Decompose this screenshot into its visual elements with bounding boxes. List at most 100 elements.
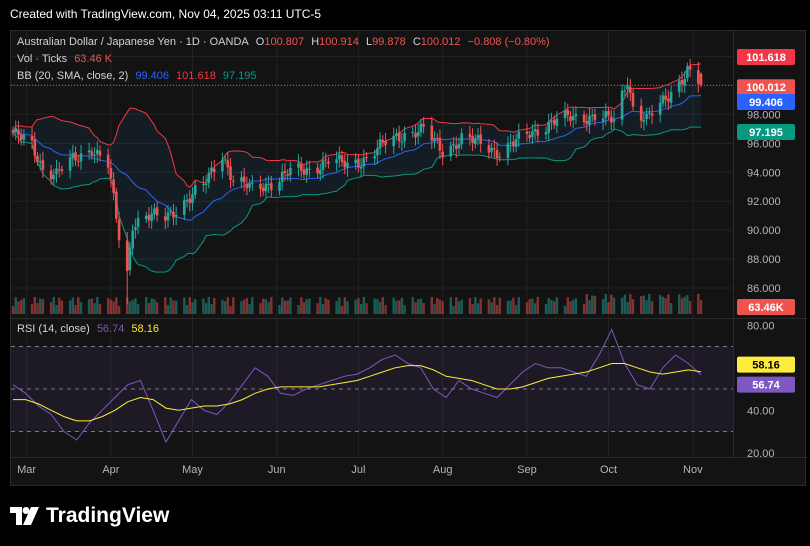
volume-bar bbox=[300, 297, 303, 314]
volume-bar bbox=[669, 303, 673, 314]
candle-body bbox=[645, 113, 648, 120]
candle-body bbox=[112, 179, 115, 193]
chart-frame[interactable]: 86.000 88.000 90.000 92.000 94.000 96.000 98.0… bbox=[10, 30, 807, 487]
candle-body bbox=[588, 115, 591, 125]
volume-bar bbox=[517, 297, 520, 314]
volume-bar bbox=[588, 300, 591, 314]
volume-bar bbox=[145, 297, 148, 314]
candle-body bbox=[242, 176, 246, 183]
volume-bar bbox=[166, 305, 170, 314]
volume-bar bbox=[457, 301, 461, 314]
candle-body bbox=[395, 133, 398, 136]
candle-body bbox=[604, 111, 608, 118]
volume-bar bbox=[607, 302, 610, 314]
badge-rsi-ma-bg bbox=[737, 356, 795, 373]
volume-bar bbox=[490, 302, 493, 314]
volume-bar bbox=[117, 306, 121, 314]
candle-body bbox=[319, 170, 322, 175]
tradingview-logo[interactable]: TradingView bbox=[10, 504, 169, 528]
candle-body bbox=[109, 167, 113, 179]
bollinger-label: BB (20, SMA, close, 2) bbox=[17, 70, 129, 82]
candle-body bbox=[699, 73, 703, 86]
volume-bar bbox=[264, 299, 268, 314]
candle-body bbox=[403, 132, 406, 142]
candle-body bbox=[155, 207, 159, 216]
volume-bar bbox=[302, 302, 306, 314]
volume-bar bbox=[506, 300, 510, 314]
symbol-legend: Australian Dollar / Japanese Yen · 1D · … bbox=[17, 36, 554, 48]
volume-bar bbox=[175, 300, 178, 314]
candle-body bbox=[471, 136, 474, 143]
candle-body bbox=[68, 157, 72, 171]
volume-bar bbox=[645, 300, 648, 314]
footer: TradingView bbox=[0, 490, 810, 546]
volume-bar bbox=[612, 297, 616, 314]
candle-body bbox=[183, 200, 186, 215]
volume-bar bbox=[354, 299, 357, 314]
candle-body bbox=[552, 119, 556, 125]
candle-body bbox=[251, 182, 254, 184]
volume-bar bbox=[251, 297, 254, 314]
volume-bar bbox=[126, 297, 129, 314]
candle-body bbox=[232, 180, 235, 182]
candle-body bbox=[397, 132, 401, 142]
volume-bar bbox=[569, 301, 572, 314]
candle-body bbox=[629, 86, 632, 94]
volume-bar bbox=[661, 296, 665, 314]
volume-bar bbox=[650, 301, 654, 314]
volume-bar bbox=[536, 297, 539, 314]
volume-bar bbox=[112, 301, 115, 314]
volume-bar bbox=[229, 306, 232, 314]
volume-bar bbox=[460, 299, 463, 314]
candle-body bbox=[229, 166, 232, 180]
volume-bar bbox=[604, 294, 607, 314]
candle-body bbox=[169, 210, 172, 212]
candle-body bbox=[441, 151, 444, 158]
candle-body bbox=[512, 141, 515, 146]
time-axis-tick-label: Aug bbox=[433, 464, 453, 476]
candle-body bbox=[574, 114, 578, 117]
rsi-axis-tick-label: 40.00 bbox=[747, 405, 775, 417]
candle-body bbox=[479, 134, 482, 144]
volume-bar bbox=[376, 299, 379, 314]
candle-body bbox=[321, 160, 325, 170]
candle-body bbox=[150, 213, 153, 221]
candle-body bbox=[490, 148, 493, 152]
badge-rsi-text: 56.74 bbox=[752, 380, 780, 392]
rsi-axis-tick-label: 80.00 bbox=[747, 320, 775, 332]
price-axis-tick-label: 94.000 bbox=[747, 167, 781, 179]
candle-body bbox=[476, 135, 480, 139]
volume-bar bbox=[153, 299, 156, 314]
volume-bar bbox=[436, 298, 439, 314]
volume-bar bbox=[667, 294, 670, 314]
volume-bar bbox=[547, 298, 550, 314]
volume-bar bbox=[221, 299, 224, 314]
volume-bar bbox=[680, 298, 684, 314]
candle-body bbox=[452, 144, 455, 146]
candle-body bbox=[525, 131, 529, 134]
volume-bar bbox=[107, 298, 110, 314]
chart-canvas[interactable]: 86.000 88.000 90.000 92.000 94.000 96.000 98.0… bbox=[11, 31, 807, 487]
volume-bar bbox=[283, 300, 287, 314]
volume-bar bbox=[270, 297, 273, 314]
volume-bar bbox=[204, 303, 208, 314]
candle-body bbox=[697, 70, 700, 84]
volume-bar bbox=[438, 299, 442, 314]
candle-body bbox=[373, 156, 376, 159]
candle-body bbox=[416, 132, 420, 137]
rsi-value: 56.74 bbox=[96, 323, 125, 335]
candle-body bbox=[316, 167, 319, 174]
time-axis-tick-label: Jun bbox=[268, 464, 286, 476]
volume-bar bbox=[321, 304, 325, 314]
candle-body bbox=[514, 139, 518, 147]
volume-bar bbox=[22, 298, 26, 314]
candle-body bbox=[87, 150, 91, 153]
candle-body bbox=[60, 169, 64, 171]
candle-body bbox=[590, 115, 594, 116]
volume-bar bbox=[242, 299, 246, 314]
candle-body bbox=[626, 85, 629, 90]
candle-body bbox=[33, 139, 37, 156]
time-axis-tick-label: Nov bbox=[683, 464, 703, 476]
candle-body bbox=[14, 128, 17, 133]
volume-bar bbox=[642, 295, 646, 314]
